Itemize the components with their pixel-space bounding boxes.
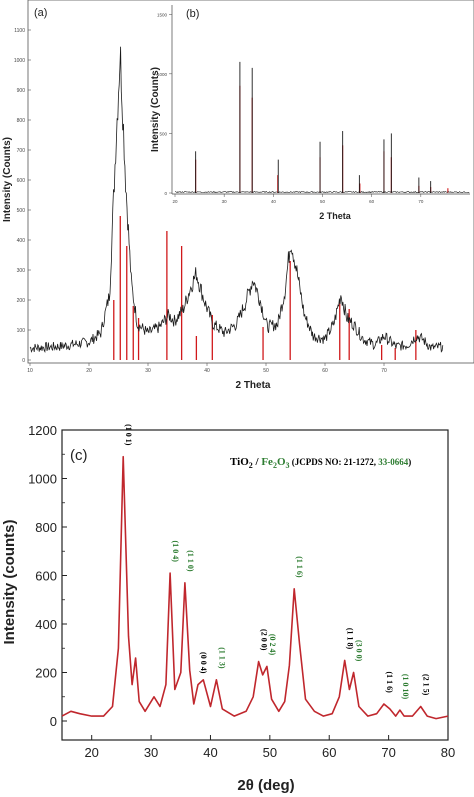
panel-b-background (150, 2, 472, 224)
panel-a-ytick-label: 800 (17, 118, 26, 124)
panel-c: 0 200 400 600 800 1000 1200 20 30 40 50 60 70 80 (1 0… (1, 423, 455, 794)
panel-a-ylabel: Intensity (Counts) (2, 137, 13, 222)
panel-a-xtick-label: 20 (86, 368, 92, 374)
panel-a-xlabel: 2 Theta (235, 380, 270, 391)
panel-c-xrd-pattern (61, 455, 449, 720)
panel-b-xtick-label: 40 (271, 199, 277, 204)
legend-jcpds2: 33-0664 (378, 457, 408, 467)
panel-c-ytick-label: 400 (35, 617, 57, 632)
legend-close: ) (408, 457, 411, 467)
panel-c-ytick-label: 600 (35, 569, 57, 584)
panel-a-ytick-label: 100 (17, 328, 26, 334)
panel-c-label: (c) (70, 447, 88, 464)
legend-sep: / (253, 456, 262, 468)
panel-a-xtick-label: 30 (145, 368, 151, 374)
panel-a-xtick-label: 40 (204, 368, 210, 374)
panel-a-ytick-label: 1100 (14, 28, 25, 34)
legend-jcpds: (JCPDS NO: 21-1272, (290, 457, 379, 467)
panel-c-ytick-label: 200 (35, 666, 57, 681)
legend-tio2-sub: 2 (249, 461, 253, 470)
panel-a-xrd-pattern (29, 46, 444, 354)
panel-b-inset: 0 500 1000 1500 20 30 40 50 60 70 (b) Intensity (… (150, 2, 472, 224)
panel-a-ytick-label: 300 (17, 268, 26, 274)
panel-c-legend: TiO2 / Fe2O3 (JCPDS NO: 21-1272, 33-0664… (230, 456, 411, 470)
panel-c-peak-label: (1 1 3) (217, 647, 226, 669)
panel-c-ytick-label: 800 (35, 520, 57, 535)
panel-c-xtick-label: 30 (144, 745, 158, 760)
legend-fe: Fe (261, 456, 273, 468)
panel-b-xtick-label: 70 (418, 199, 424, 204)
panel-b-xtick-label: 50 (320, 199, 326, 204)
panel-c-xtick-label: 60 (322, 745, 336, 760)
panel-b-ylabel: Intensity (Counts) (150, 67, 161, 152)
panel-c-xtick-label: 20 (84, 745, 98, 760)
panel-b-ytick-label: 500 (159, 131, 167, 136)
panel-c-peak-label: (1 0 1) (124, 424, 133, 446)
panel-b-xlabel: 2 Theta (319, 211, 352, 221)
panel-a-ytick-label: 400 (17, 238, 26, 244)
panel-a-xtick-label: 10 (27, 368, 33, 374)
panel-c-xlabel: 2θ (deg) (237, 777, 294, 794)
panel-a-ytick-label: 0 (22, 358, 25, 364)
panel-b-xtick-label: 20 (172, 199, 178, 204)
panel-a-label: (a) (34, 7, 47, 19)
panel-a-ytick-label: 200 (17, 298, 26, 304)
panel-a-xtick-label: 70 (381, 368, 387, 374)
panel-c-peak-label: (3 0 0) (355, 640, 364, 662)
panel-c-frame (61, 429, 449, 741)
panel-a-ytick-label: 500 (17, 208, 26, 214)
panel-b-xrd-baseline (175, 190, 470, 194)
panel-c-peak-label: (1 1 0) (186, 550, 195, 572)
legend-fe-sub1: 2 (273, 461, 277, 470)
panel-c-ytick-label: 0 (50, 714, 57, 729)
panel-c-peak-label: (2 0 0) (260, 629, 269, 651)
legend-fe-o: O (277, 456, 286, 468)
panel-a-xtick-label: 50 (263, 368, 269, 374)
panel-c-peak-label: (1 0 10) (401, 674, 410, 700)
panel-b-ytick-label: 1000 (157, 72, 168, 77)
panel-c-xtick-label: 70 (381, 745, 395, 760)
panel-c-peak-label: (1 1 6) (295, 556, 304, 578)
panel-b-ytick-label: 0 (164, 191, 167, 196)
legend-tio2: TiO (230, 456, 249, 468)
panel-c-ylabel: Intensity (counts) (1, 519, 18, 644)
panel-a-ytick-label: 600 (17, 178, 26, 184)
legend-fe-sub2: 3 (286, 461, 290, 470)
panel-a-xtick-label: 60 (322, 368, 328, 374)
panel-b-ytick-label: 1500 (157, 12, 168, 17)
panel-c-xtick-label: 40 (203, 745, 217, 760)
panel-c-peak-label: (1 1 8) (346, 628, 355, 650)
panel-c-peak-label: (2 1 5) (422, 674, 431, 696)
panel-a-ytick-label: 700 (17, 148, 26, 154)
panel-c-peak-label: (0 0 4) (199, 652, 208, 674)
panel-a-ytick-label: 1000 (14, 58, 25, 64)
panel-c-ytick-label: 1000 (28, 472, 57, 487)
panel-c-ytick-label: 1200 (28, 423, 57, 438)
panel-b-label: (b) (186, 8, 199, 20)
panel-b-xtick-label: 60 (369, 199, 375, 204)
panel-a-ytick-label: 900 (17, 88, 26, 94)
panel-c-xtick-label: 80 (441, 745, 455, 760)
panel-b-xtick-label: 30 (222, 199, 228, 204)
panel-c-peak-label: (1 1 6) (385, 671, 394, 693)
panel-c-peak-label: (1 0 4) (171, 541, 180, 563)
panel-c-peak-label: (0 2 4) (268, 634, 277, 656)
panel-c-xtick-label: 50 (263, 745, 277, 760)
